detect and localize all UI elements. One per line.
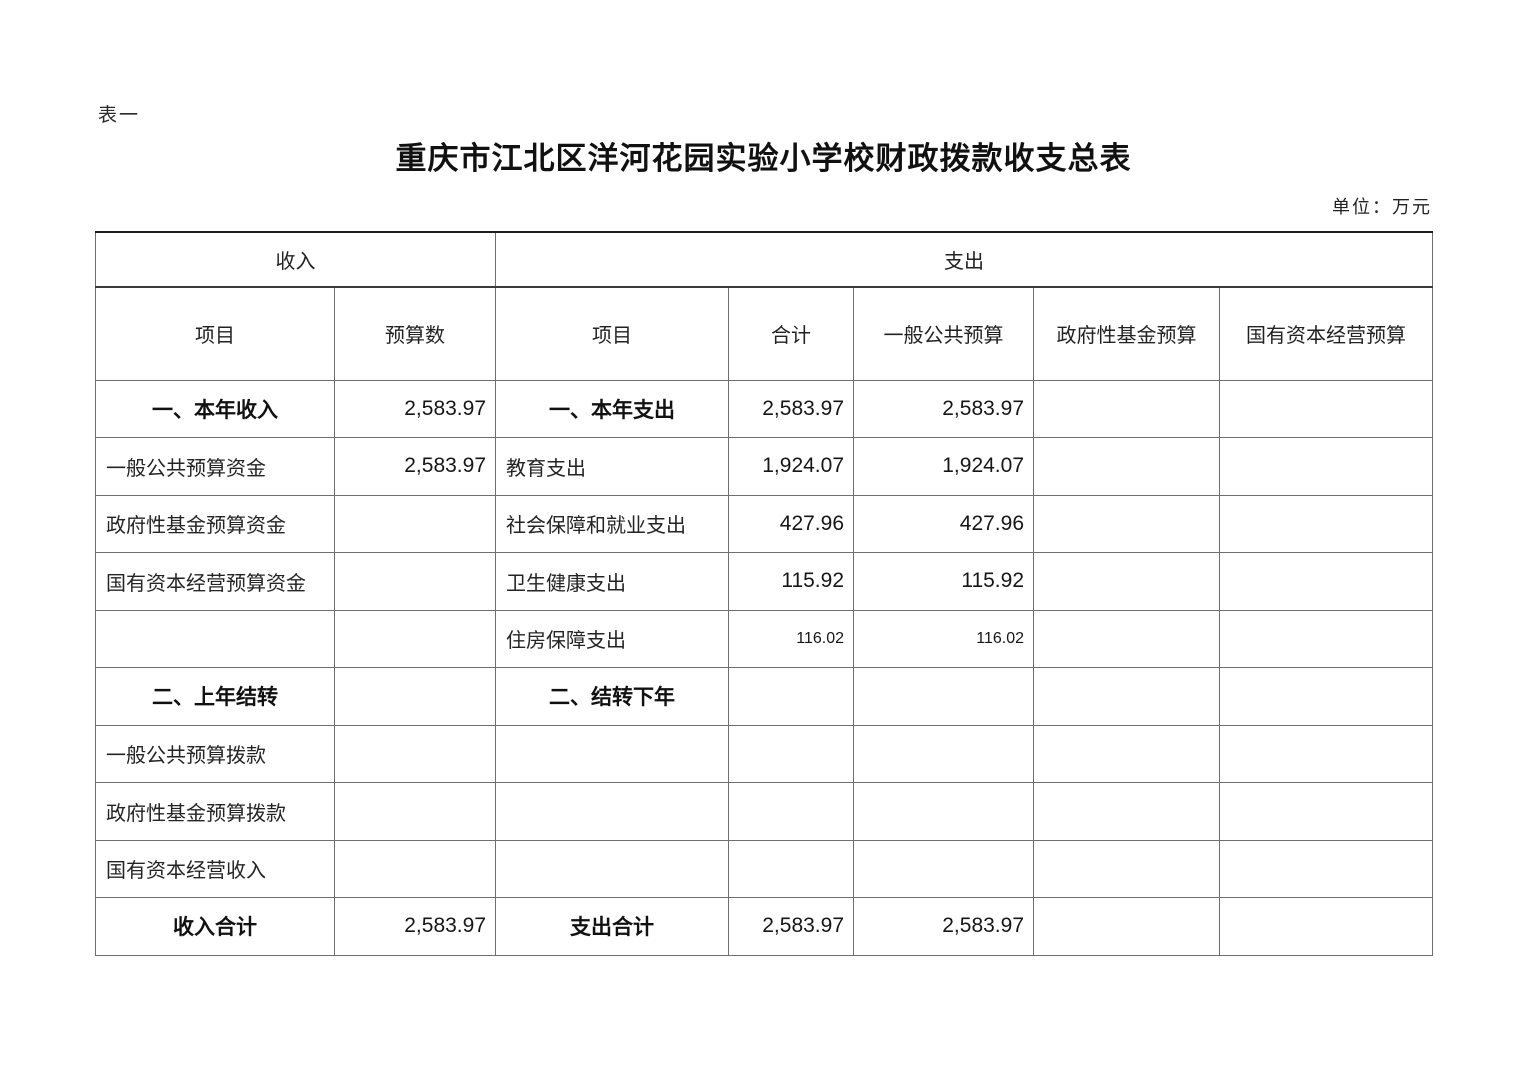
income-budget-cell [334, 839, 496, 898]
exp-total-cell [728, 724, 854, 783]
exp-state-capital-cell [1218, 839, 1434, 898]
exp-state-capital-cell [1218, 724, 1434, 783]
table-row: 一般公共预算资金 2,583.97 教育支出 1,924.07 1,924.07 [95, 437, 1434, 496]
exp-gov-fund-cell [1033, 839, 1220, 898]
exp-gov-fund-cell [1033, 782, 1220, 841]
exp-general-budget-cell: 116.02 [853, 609, 1034, 668]
income-item-cell: 国有资本经营收入 [95, 839, 335, 898]
table-row: 住房保障支出 116.02 116.02 [95, 609, 1434, 668]
col-header-exp-state-capital: 国有资本经营预算 [1218, 286, 1434, 381]
exp-total-cell [728, 667, 854, 726]
exp-state-capital-total-cell [1218, 897, 1434, 956]
income-item-cell: 一般公共预算资金 [95, 437, 335, 496]
group-header-row: 收入 支出 [95, 231, 1434, 288]
exp-general-budget-cell [853, 782, 1034, 841]
income-group-header: 收入 [95, 231, 496, 288]
income-item-cell: 国有资本经营预算资金 [95, 552, 335, 611]
exp-total-cell: 115.92 [728, 552, 854, 611]
exp-general-budget-cell: 427.96 [853, 494, 1034, 553]
exp-total-cell [728, 839, 854, 898]
exp-item-cell: 二、结转下年 [495, 667, 729, 726]
exp-total-value-cell: 2,583.97 [728, 897, 854, 956]
table-row: 一、本年收入 2,583.97 一、本年支出 2,583.97 2,583.97 [95, 379, 1434, 438]
income-total-value-cell: 2,583.97 [334, 897, 496, 956]
fiscal-summary-table: 收入 支出 项目 预算数 项目 合计 一般公共预算 政府性基金预算 国有资本经营… [95, 231, 1434, 956]
col-header-income-item: 项目 [95, 286, 335, 381]
table-row: 政府性基金预算拨款 [95, 782, 1434, 841]
exp-general-budget-cell: 2,583.97 [853, 379, 1034, 438]
exp-gov-fund-cell [1033, 609, 1220, 668]
exp-item-cell: 卫生健康支出 [495, 552, 729, 611]
exp-item-cell [495, 782, 729, 841]
sheet-label: 表一 [98, 105, 141, 126]
exp-gov-fund-total-cell [1033, 897, 1220, 956]
income-item-cell: 一般公共预算拨款 [95, 724, 335, 783]
exp-state-capital-cell [1218, 494, 1434, 553]
exp-state-capital-cell [1218, 437, 1434, 496]
exp-general-budget-cell: 115.92 [853, 552, 1034, 611]
exp-state-capital-cell [1218, 782, 1434, 841]
income-item-cell: 政府性基金预算资金 [95, 494, 335, 553]
exp-gov-fund-cell [1033, 437, 1220, 496]
exp-gov-fund-cell [1033, 494, 1220, 553]
exp-item-cell [495, 724, 729, 783]
income-item-cell: 二、上年结转 [95, 667, 335, 726]
exp-state-capital-cell [1218, 552, 1434, 611]
exp-item-cell: 一、本年支出 [495, 379, 729, 438]
col-header-exp-item: 项目 [495, 286, 729, 381]
exp-state-capital-cell [1218, 609, 1434, 668]
exp-general-budget-cell [853, 724, 1034, 783]
exp-total-cell: 1,924.07 [728, 437, 854, 496]
table-row: 一般公共预算拨款 [95, 724, 1434, 783]
col-header-exp-general-budget: 一般公共预算 [853, 286, 1034, 381]
exp-item-cell [495, 839, 729, 898]
exp-gov-fund-cell [1033, 667, 1220, 726]
income-item-cell: 一、本年收入 [95, 379, 335, 438]
exp-general-budget-cell: 1,924.07 [853, 437, 1034, 496]
exp-total-cell [728, 782, 854, 841]
exp-gov-fund-cell [1033, 379, 1220, 438]
income-item-cell [95, 609, 335, 668]
expenditure-group-header: 支出 [494, 231, 1434, 288]
column-header-row: 项目 预算数 项目 合计 一般公共预算 政府性基金预算 国有资本经营预算 [95, 286, 1434, 381]
unit-note: 单位：万元 [1332, 197, 1432, 217]
col-header-exp-gov-fund: 政府性基金预算 [1033, 286, 1220, 381]
table-row: 二、上年结转 二、结转下年 [95, 667, 1434, 726]
exp-total-cell: 2,583.97 [728, 379, 854, 438]
exp-item-cell: 教育支出 [495, 437, 729, 496]
table-row: 国有资本经营收入 [95, 839, 1434, 898]
income-budget-cell [334, 609, 496, 668]
table-row: 政府性基金预算资金 社会保障和就业支出 427.96 427.96 [95, 494, 1434, 553]
income-budget-cell [334, 552, 496, 611]
page-title: 重庆市江北区洋河花园实验小学校财政拨款收支总表 [395, 141, 1132, 176]
col-header-exp-total: 合计 [728, 286, 854, 381]
exp-general-budget-cell [853, 839, 1034, 898]
income-budget-cell: 2,583.97 [334, 437, 496, 496]
exp-total-cell: 427.96 [728, 494, 854, 553]
exp-item-cell: 社会保障和就业支出 [495, 494, 729, 553]
exp-state-capital-cell [1218, 379, 1434, 438]
income-total-label-cell: 收入合计 [95, 897, 335, 956]
income-item-cell: 政府性基金预算拨款 [95, 782, 335, 841]
exp-item-cell: 住房保障支出 [495, 609, 729, 668]
exp-state-capital-cell [1218, 667, 1434, 726]
income-budget-cell [334, 667, 496, 726]
exp-general-budget-cell [853, 667, 1034, 726]
income-budget-cell: 2,583.97 [334, 379, 496, 438]
col-header-income-budget: 预算数 [334, 286, 496, 381]
table-row: 国有资本经营预算资金 卫生健康支出 115.92 115.92 [95, 552, 1434, 611]
income-budget-cell [334, 494, 496, 553]
income-budget-cell [334, 782, 496, 841]
exp-total-label-cell: 支出合计 [495, 897, 729, 956]
exp-general-budget-total-cell: 2,583.97 [853, 897, 1034, 956]
exp-total-cell: 116.02 [728, 609, 854, 668]
exp-gov-fund-cell [1033, 552, 1220, 611]
exp-gov-fund-cell [1033, 724, 1220, 783]
table-row-total: 收入合计 2,583.97 支出合计 2,583.97 2,583.97 [95, 897, 1434, 956]
income-budget-cell [334, 724, 496, 783]
